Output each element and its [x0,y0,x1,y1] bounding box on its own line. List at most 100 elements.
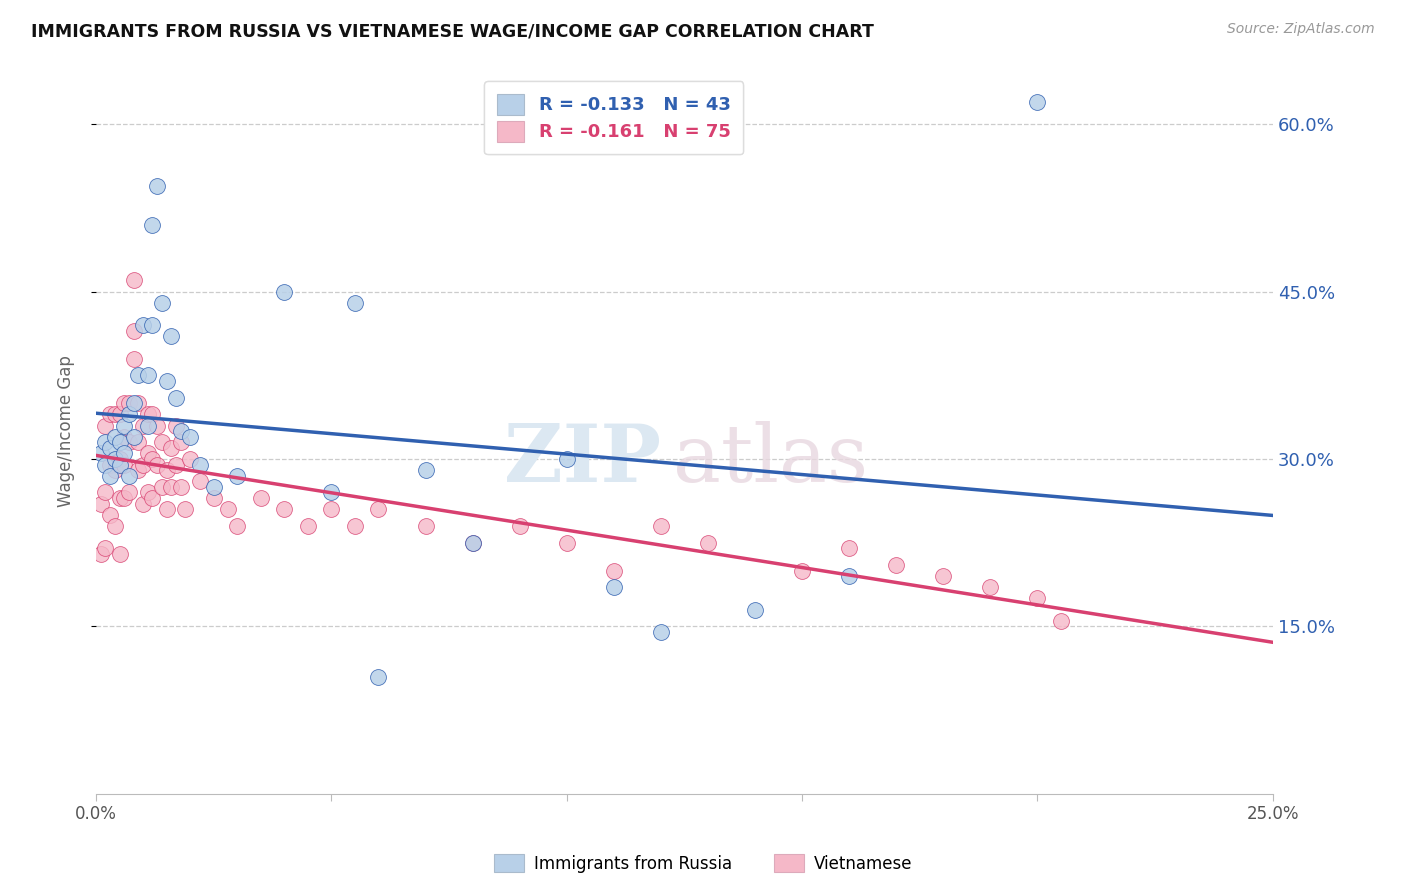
Point [202,491,225,505]
Point [118,396,141,410]
Point [188,458,211,472]
Point [94,435,117,450]
Point [170,435,193,450]
Point [150,295,173,310]
Point [136,408,159,422]
Point [118,485,141,500]
Point [650,624,672,639]
Point [1026,95,1049,109]
Point [104,430,127,444]
Text: IMMIGRANTS FROM RUSSIA VS VIETNAMESE WAGE/INCOME GAP CORRELATION CHART: IMMIGRANTS FROM RUSSIA VS VIETNAMESE WAG… [31,22,873,40]
Point [884,558,907,572]
Point [132,318,155,332]
Point [136,485,159,500]
Point [108,458,131,472]
Point [108,435,131,450]
Point [165,391,187,405]
Text: atlas: atlas [672,421,868,500]
Point [160,480,183,494]
Point [170,424,193,438]
Point [650,519,672,533]
Point [367,669,389,683]
Point [94,541,117,556]
Point [141,318,163,332]
Point [150,435,173,450]
Point [118,435,141,450]
Point [697,535,720,549]
Point [141,218,163,232]
Point [603,564,626,578]
Point [141,408,163,422]
Point [122,324,145,338]
Point [249,491,271,505]
Point [1050,614,1073,628]
Point [367,502,389,516]
Point [108,547,131,561]
Point [98,508,121,522]
Point [112,491,135,505]
Point [90,497,112,511]
Point [127,463,149,477]
Point [160,441,183,455]
Point [156,463,179,477]
Point [141,452,163,467]
Point [132,418,155,433]
Point [122,273,145,287]
Point [136,368,159,383]
Point [122,351,145,366]
Point [136,446,159,460]
Point [104,452,127,467]
Point [415,463,437,477]
Point [112,458,135,472]
Point [165,418,187,433]
Point [179,452,201,467]
Point [226,519,249,533]
Text: ZIP: ZIP [503,421,661,500]
Point [226,468,249,483]
Point [156,374,179,388]
Point [104,408,127,422]
Point [108,491,131,505]
Point [94,418,117,433]
Point [509,519,531,533]
Point [343,519,366,533]
Point [297,519,319,533]
Point [112,418,135,433]
Point [146,458,169,472]
Point [273,502,295,516]
Point [108,452,131,467]
Point [150,480,173,494]
Point [156,502,179,516]
Point [90,547,112,561]
Point [415,519,437,533]
Point [132,458,155,472]
Point [838,569,860,583]
Point [343,295,366,310]
Point [979,580,1001,594]
Point [98,441,121,455]
Point [1026,591,1049,606]
Point [132,497,155,511]
Point [461,535,484,549]
Point [136,418,159,433]
Point [321,502,343,516]
Point [932,569,955,583]
Y-axis label: Wage/Income Gap: Wage/Income Gap [58,355,75,507]
Text: Source: ZipAtlas.com: Source: ZipAtlas.com [1227,22,1375,37]
Point [838,541,860,556]
Point [118,468,141,483]
Point [146,418,169,433]
Point [112,396,135,410]
Point [104,463,127,477]
Point [179,430,201,444]
Point [98,468,121,483]
Point [108,408,131,422]
Point [122,396,145,410]
Point [90,446,112,460]
Point [141,491,163,505]
Legend: Immigrants from Russia, Vietnamese: Immigrants from Russia, Vietnamese [488,847,918,880]
Point [603,580,626,594]
Point [202,480,225,494]
Point [94,485,117,500]
Point [112,446,135,460]
